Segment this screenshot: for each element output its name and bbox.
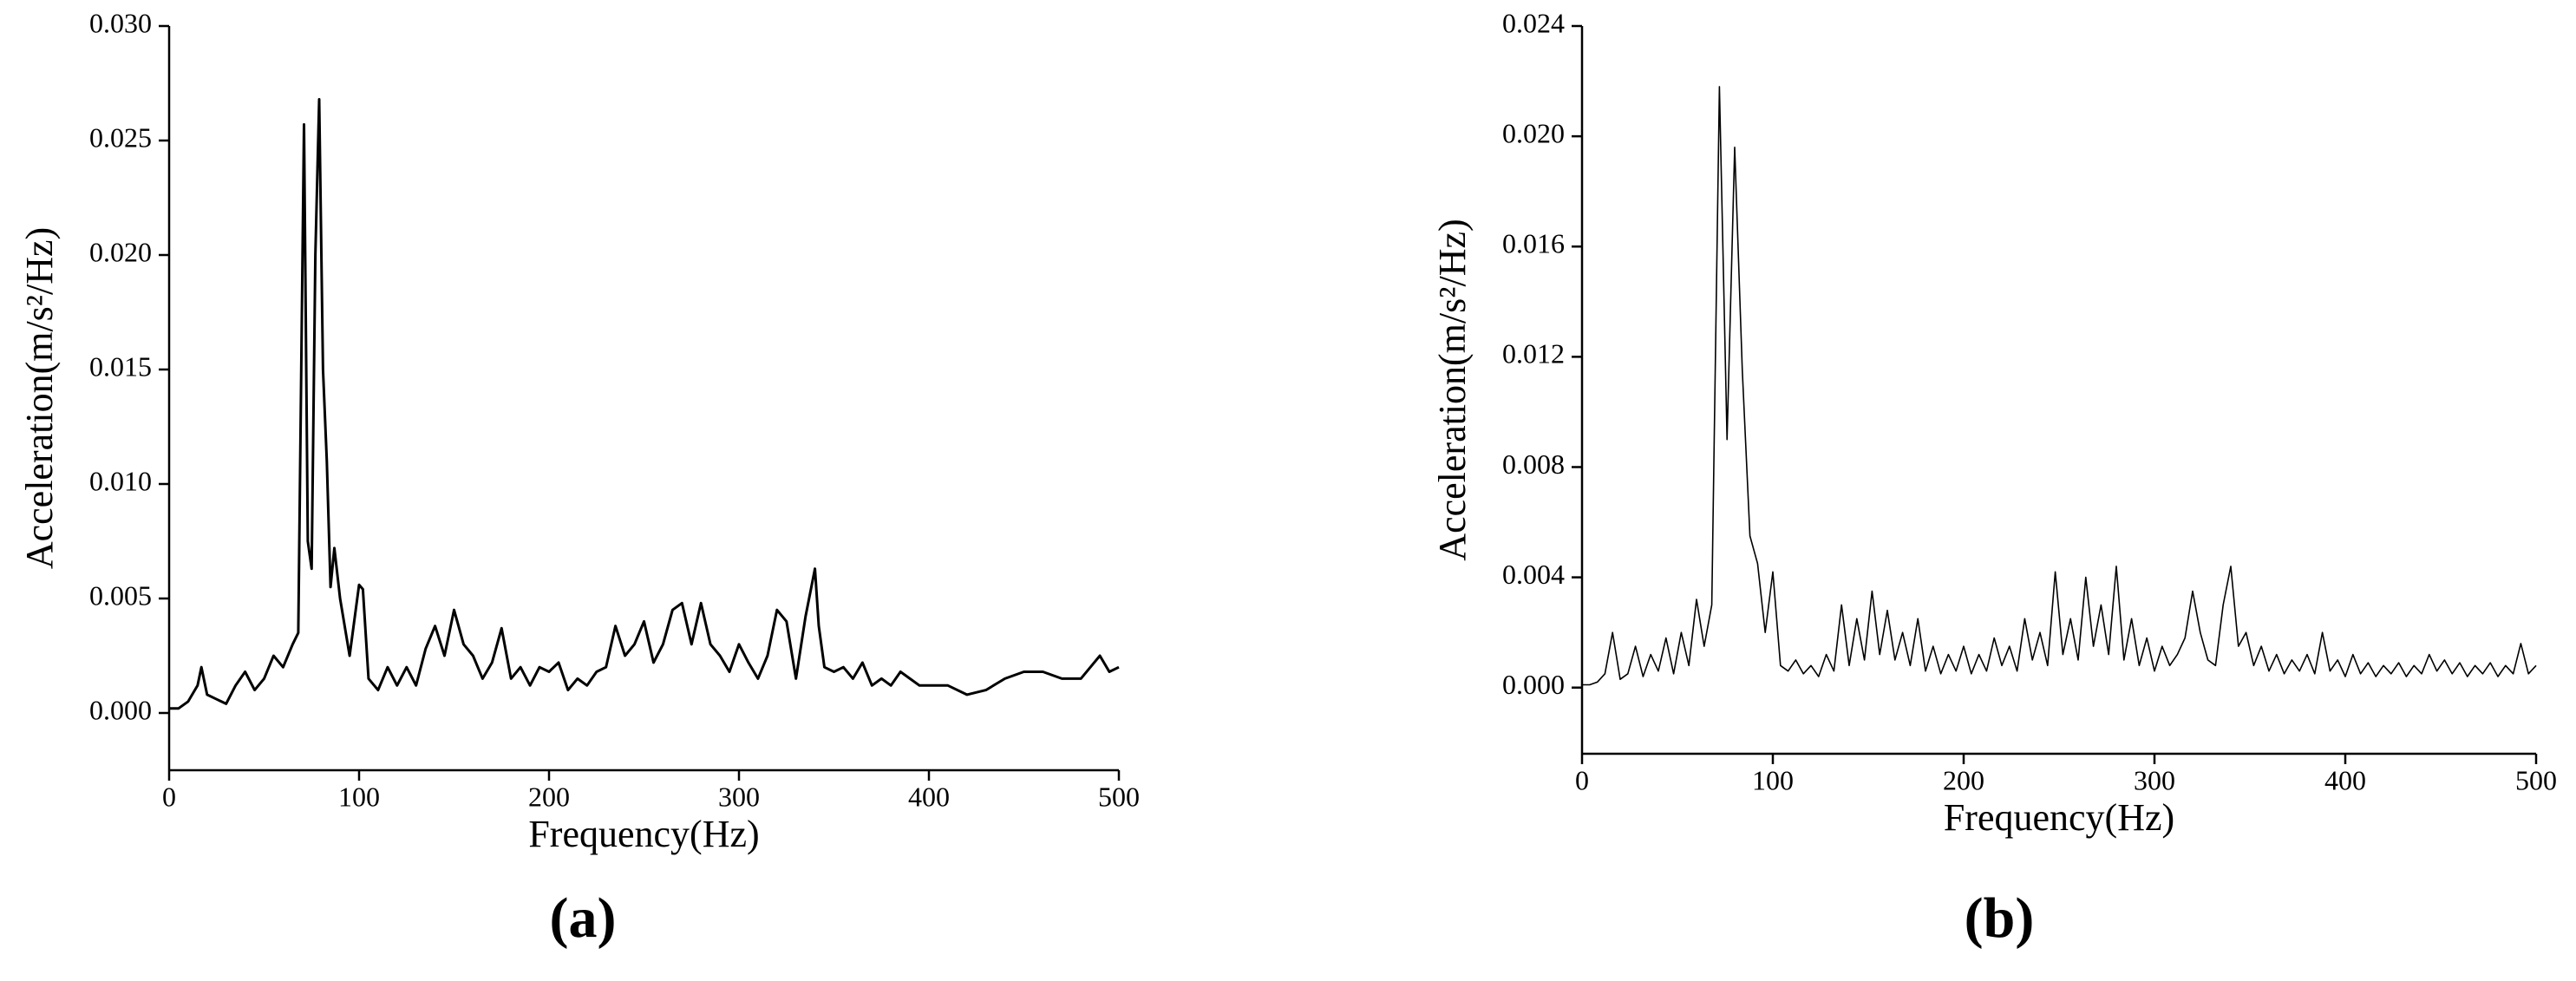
- y-tick-label: 0.008: [1502, 448, 1565, 480]
- data-line: [169, 98, 1120, 710]
- y-tick-label: 0.030: [89, 7, 152, 38]
- y-axis-title: Acceleration(m/s²/Hz): [1431, 219, 1474, 560]
- x-tick-label: 100: [338, 781, 380, 812]
- x-tick-label: 300: [718, 781, 760, 812]
- y-tick-label: 0.020: [89, 236, 152, 267]
- x-tick-label: 100: [1752, 764, 1794, 795]
- x-tick-label: 400: [2324, 764, 2366, 795]
- y-tick-label: 0.020: [1502, 117, 1565, 148]
- y-tick-label: 0.000: [1502, 669, 1565, 700]
- x-axis-title: Frequency(Hz): [1944, 796, 2174, 839]
- x-tick-label: 500: [1098, 781, 1140, 812]
- y-tick-label: 0.015: [89, 350, 152, 382]
- panel-label: (b): [1965, 886, 2035, 950]
- x-tick-label: 200: [528, 781, 570, 812]
- y-tick-label: 0.005: [89, 579, 152, 611]
- x-tick-label: 500: [2515, 764, 2557, 795]
- y-tick-label: 0.012: [1502, 338, 1565, 370]
- y-tick-label: 0.024: [1502, 7, 1565, 38]
- panel-label: (a): [550, 886, 617, 950]
- x-tick-label: 300: [2134, 764, 2175, 795]
- x-tick-label: 0: [162, 781, 176, 812]
- x-axis-title: Frequency(Hz): [528, 813, 759, 855]
- y-tick-label: 0.016: [1502, 228, 1565, 259]
- y-tick-label: 0.010: [89, 465, 152, 496]
- y-axis-title: Acceleration(m/s²/Hz): [18, 227, 61, 569]
- y-tick-label: 0.025: [89, 121, 152, 153]
- x-tick-label: 200: [1943, 764, 1984, 795]
- y-tick-label: 0.004: [1502, 559, 1565, 590]
- x-tick-label: 400: [908, 781, 950, 812]
- data-line: [1582, 86, 2537, 686]
- x-tick-label: 0: [1575, 764, 1589, 795]
- y-tick-label: 0.000: [89, 694, 152, 725]
